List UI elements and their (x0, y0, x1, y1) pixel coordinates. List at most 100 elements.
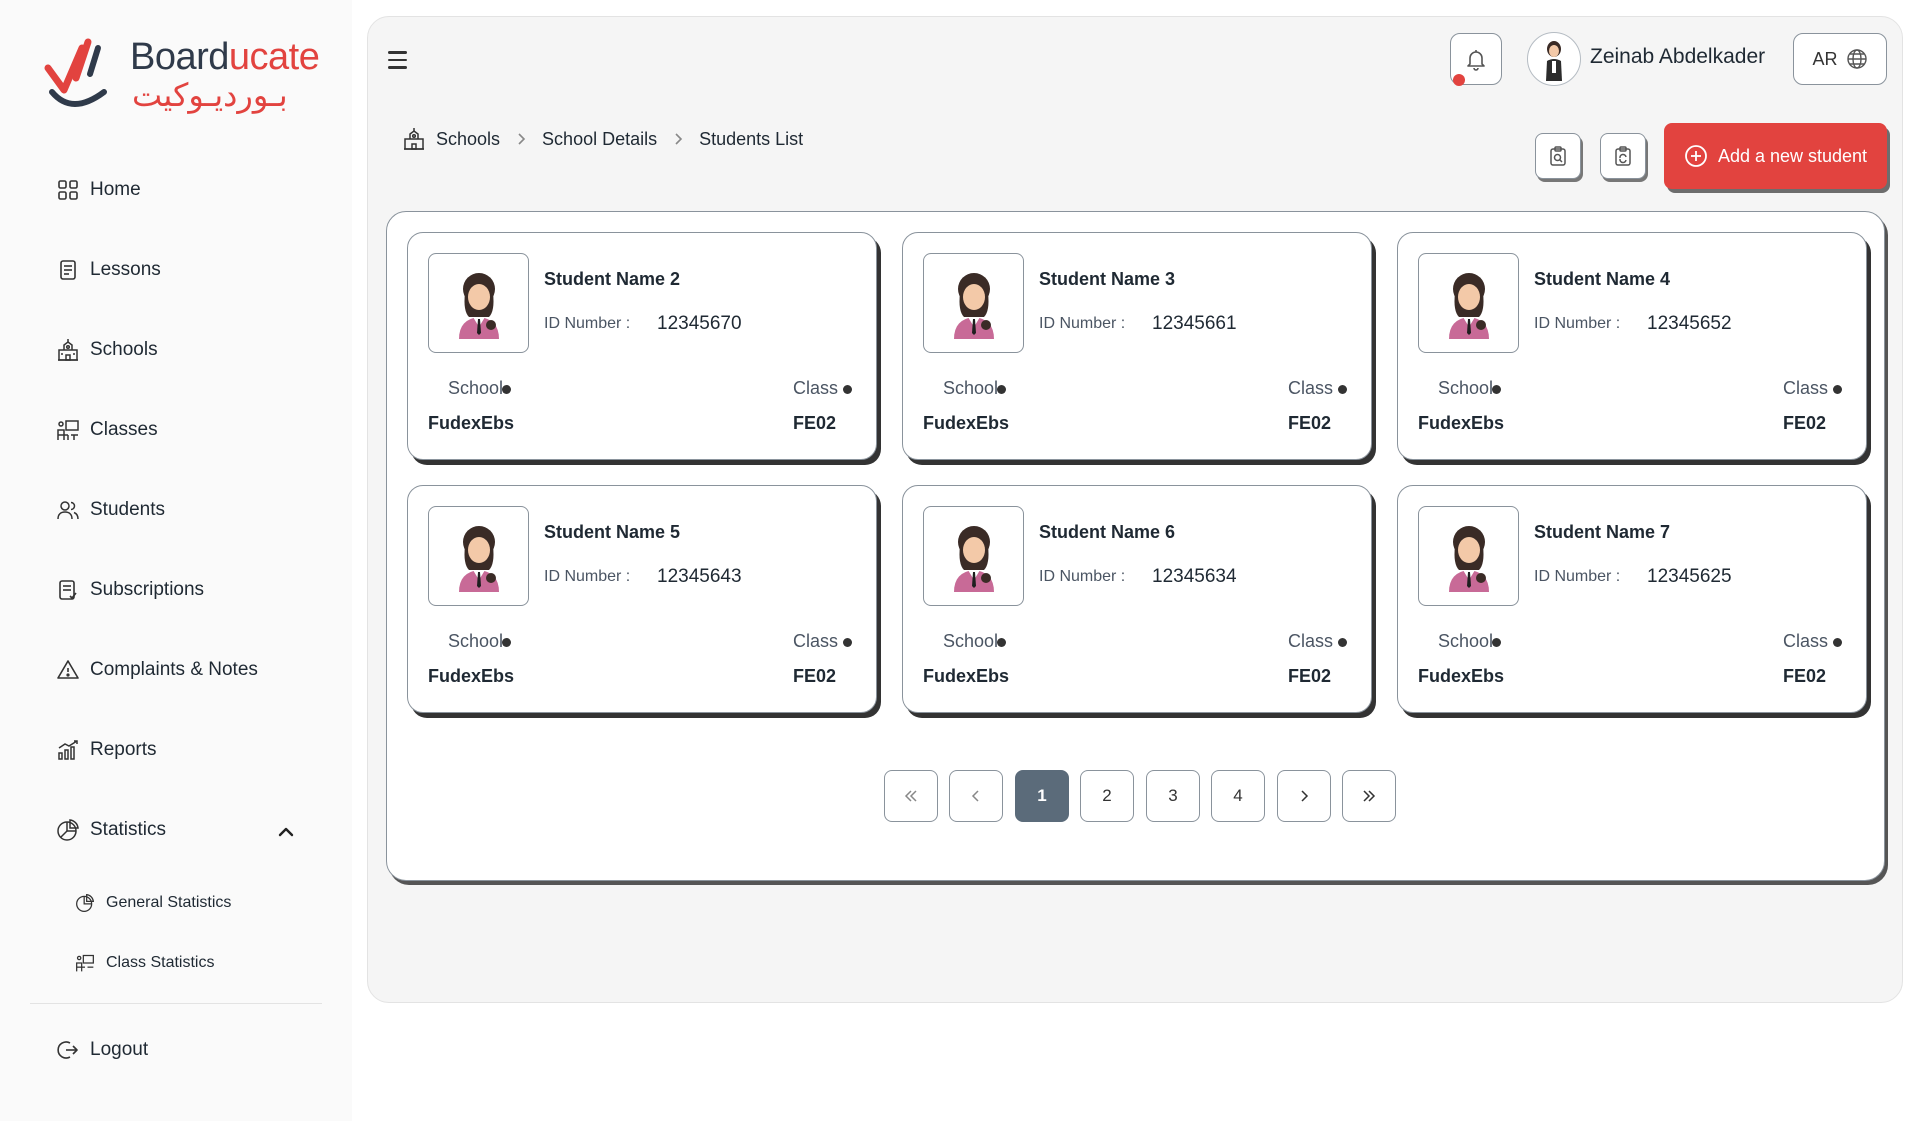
clipboard-refresh-icon (1615, 146, 1631, 166)
class-value: FE02 (1782, 666, 1826, 686)
class-label: Class (792, 378, 838, 398)
prev-page-button[interactable] (949, 770, 1003, 822)
sidebar-subitem-general-statistics[interactable]: General Statistics (74, 886, 231, 920)
sidebar-item-schools[interactable]: Schools (56, 330, 158, 370)
id-number-value: 12345634 (1152, 566, 1237, 587)
sidebar-item-students[interactable]: Students (56, 490, 165, 530)
student-card[interactable]: Student Name 4 ID Number : 12345652 School C… (1397, 232, 1867, 460)
sidebar-item-label: Classes (90, 419, 158, 440)
breadcrumb-school-details[interactable]: School Details (542, 128, 658, 149)
class-label: Class (1782, 378, 1828, 398)
school-icon (402, 127, 426, 151)
student-card[interactable]: Student Name 7 ID Number : 12345625 School C… (1397, 485, 1867, 713)
sidebar-item-label: Students (90, 499, 165, 520)
class-label: Class (1287, 631, 1333, 651)
first-page-button[interactable] (884, 770, 938, 822)
sidebar-item-label: Home (90, 179, 141, 200)
language-switch-button[interactable]: AR (1793, 33, 1887, 85)
page-button-4[interactable]: 4 (1211, 770, 1265, 822)
chevron-up-icon[interactable] (276, 822, 296, 842)
page-button-3[interactable]: 3 (1146, 770, 1200, 822)
last-page-button[interactable] (1342, 770, 1396, 822)
warning-icon (56, 658, 80, 682)
student-avatar-icon (953, 273, 994, 339)
student-photo (923, 506, 1024, 606)
student-photo (428, 253, 529, 353)
double-chevron-left-icon (904, 790, 917, 802)
classroom-icon (56, 418, 80, 442)
class-value: FE02 (792, 413, 836, 433)
student-photo (1418, 253, 1519, 353)
school-value: FudexEbs (1418, 666, 1505, 686)
student-name: Student Name 6 (1039, 522, 1176, 542)
sidebar-item-statistics[interactable]: Statistics (56, 810, 166, 850)
logo-mark-icon (44, 38, 107, 107)
student-avatar-icon (1448, 526, 1489, 592)
sidebar-divider (30, 1003, 322, 1004)
double-chevron-right-icon (1363, 790, 1376, 802)
users-icon (56, 498, 80, 522)
student-avatar-icon (1448, 273, 1489, 339)
sidebar-item-label: Lessons (90, 259, 161, 280)
hamburger-menu-icon[interactable] (388, 45, 418, 75)
brand-name: Boarducate (130, 36, 320, 78)
sidebar-item-subscriptions[interactable]: Subscriptions (56, 570, 204, 610)
student-card[interactable]: Student Name 6 ID Number : 12345634 School C… (902, 485, 1372, 713)
next-page-button[interactable] (1277, 770, 1331, 822)
chevron-right-icon (671, 132, 685, 146)
school-dot-icon (502, 638, 511, 647)
school-value: FudexEbs (1418, 413, 1505, 433)
student-card[interactable]: Student Name 2 ID Number : 12345670 School C… (407, 232, 877, 460)
school-label: School (943, 378, 999, 398)
import-button[interactable] (1600, 133, 1646, 179)
sidebar-item-lessons[interactable]: Lessons (56, 250, 161, 290)
student-card[interactable]: Student Name 5 ID Number : 12345643 School C… (407, 485, 877, 713)
student-name: Student Name 7 (1534, 522, 1671, 542)
student-photo (428, 506, 529, 606)
export-button[interactable] (1535, 133, 1581, 179)
sidebar-subitem-class-statistics[interactable]: Class Statistics (74, 946, 214, 980)
page-button-1[interactable]: 1 (1015, 770, 1069, 822)
bell-icon (1467, 50, 1485, 71)
student-name: Student Name 4 (1534, 269, 1671, 289)
brand-name-arabic: بـورديـوكيت (132, 77, 288, 113)
class-label: Class (792, 631, 838, 651)
student-avatar-icon (458, 526, 499, 592)
school-label: School (943, 631, 999, 651)
student-card[interactable]: Student Name 3 ID Number : 12345661 School C… (902, 232, 1372, 460)
id-number-label: ID Number : (1039, 315, 1126, 332)
page-button-2[interactable]: 2 (1080, 770, 1134, 822)
clipboard-search-icon (1550, 146, 1566, 166)
sidebar-item-label: Complaints & Notes (90, 659, 258, 680)
sidebar-subitem-label: General Statistics (106, 894, 232, 911)
logout-button[interactable]: Logout (56, 1030, 148, 1070)
pie-chart-icon (56, 818, 80, 842)
class-dot-icon (843, 638, 852, 647)
add-student-button[interactable]: Add a new student (1664, 123, 1887, 189)
class-dot-icon (1833, 638, 1842, 647)
sidebar-item-reports[interactable]: Reports (56, 730, 157, 770)
student-photo (1418, 506, 1519, 606)
school-dot-icon (502, 385, 511, 394)
id-number-value: 12345661 (1152, 313, 1237, 334)
sidebar-item-complaints[interactable]: Complaints & Notes (56, 650, 258, 690)
class-value: FE02 (1287, 666, 1331, 686)
sidebar-item-label: Reports (90, 739, 157, 760)
sidebar-item-classes[interactable]: Classes (56, 410, 158, 450)
id-number-label: ID Number : (544, 568, 631, 585)
school-value: FudexEbs (428, 666, 515, 686)
logo[interactable]: Boarducate بـورديـوكيت (42, 30, 322, 120)
id-number-label: ID Number : (1039, 568, 1126, 585)
class-label: Class (1782, 631, 1828, 651)
sidebar-item-home[interactable]: Home (56, 170, 141, 210)
student-name: Student Name 3 (1039, 269, 1176, 289)
logout-icon (56, 1038, 80, 1062)
classroom-icon (74, 952, 96, 974)
user-avatar[interactable] (1527, 32, 1581, 86)
user-name[interactable]: Zeinab Abdelkader (1590, 45, 1766, 68)
class-dot-icon (1338, 638, 1347, 647)
school-dot-icon (1492, 385, 1501, 394)
breadcrumb: Schools School Details Students List (402, 127, 803, 151)
breadcrumb-schools[interactable]: Schools (436, 128, 501, 149)
